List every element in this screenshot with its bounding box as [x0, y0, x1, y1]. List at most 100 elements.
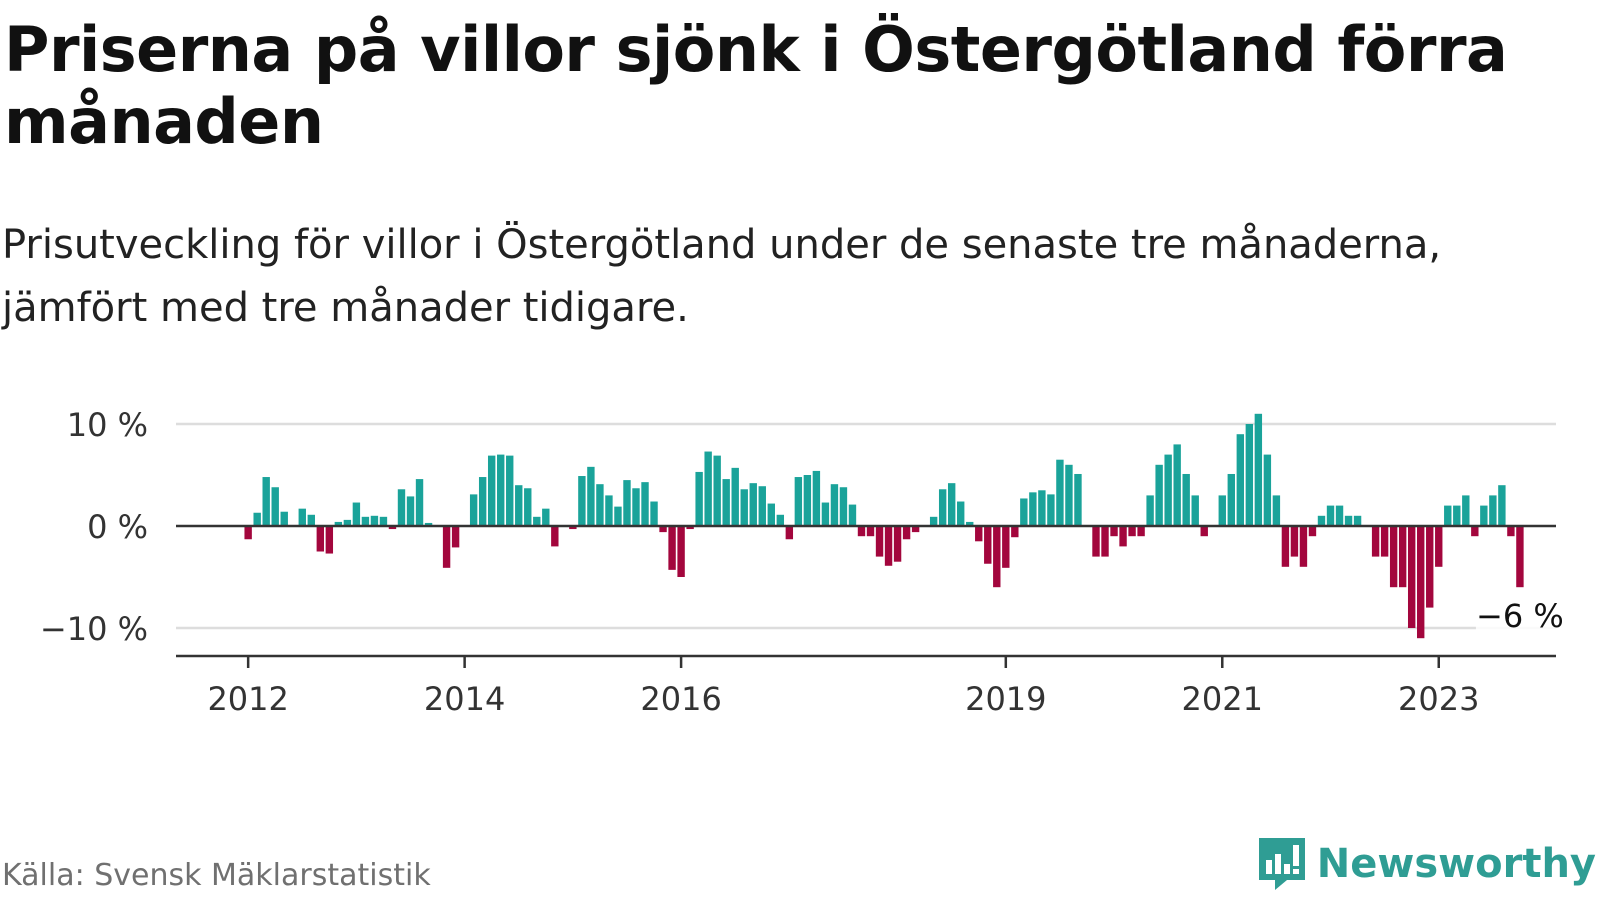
bar: [1056, 459, 1064, 526]
bar: [632, 488, 640, 526]
bar: [1137, 526, 1145, 537]
bar: [1011, 526, 1019, 538]
bar: [1380, 526, 1389, 557]
bar: [902, 526, 911, 540]
bar: [668, 526, 676, 570]
bar: [1227, 473, 1235, 526]
bar: [966, 521, 974, 526]
bar: [533, 516, 541, 526]
bar: [758, 486, 766, 526]
bar: [487, 455, 496, 526]
bar: [686, 526, 694, 530]
bar: [370, 515, 379, 526]
bar: [875, 526, 884, 557]
bar: [957, 501, 965, 526]
bar: [1173, 444, 1181, 526]
bar: [866, 526, 875, 537]
gridlines: [176, 422, 1556, 630]
bar: [1182, 473, 1190, 526]
bar: [857, 526, 866, 537]
x-tick-label: 2023: [1398, 680, 1479, 718]
bar: [830, 484, 839, 526]
bar: [947, 483, 956, 526]
y-tick-label: −10 %: [40, 610, 148, 648]
bar: [424, 522, 433, 526]
bar: [1516, 526, 1524, 588]
bar: [587, 466, 595, 526]
bar: [614, 506, 622, 526]
bar: [1155, 464, 1163, 526]
bar: [993, 526, 1001, 588]
bar: [1074, 473, 1082, 526]
bar: [361, 516, 370, 526]
bar: [722, 479, 730, 526]
bar: [605, 495, 613, 526]
bar: [1335, 505, 1344, 526]
bar: [406, 496, 415, 526]
bar: [469, 494, 478, 526]
y-tick-label: 10 %: [67, 406, 148, 444]
annotation-background: [1475, 593, 1564, 634]
bar: [262, 477, 270, 526]
bar: [506, 455, 514, 526]
bar: [578, 476, 586, 526]
newsworthy-logo-icon: [1258, 838, 1305, 890]
bar: [1453, 505, 1461, 526]
x-tick-label: 2012: [207, 680, 288, 718]
bar: [442, 526, 451, 568]
bar: [1498, 485, 1506, 526]
bar: [316, 526, 325, 552]
bar: [253, 512, 261, 526]
bar: [1272, 495, 1281, 526]
axes: [176, 524, 1556, 668]
bar: [1407, 526, 1416, 628]
bar: [839, 487, 848, 526]
bar: [803, 475, 812, 526]
brand-name: Newsworthy: [1316, 841, 1596, 887]
bar: [1128, 526, 1136, 537]
bar: [1092, 526, 1100, 557]
bar: [1110, 526, 1118, 537]
bar: [1507, 526, 1515, 537]
bar: [1263, 454, 1272, 526]
bar: [938, 489, 947, 526]
axis-labels: 10 % 0 % −10 % 2012 2014 2016 2019 2021 2023 −6 %: [40, 406, 1564, 718]
bar: [1317, 515, 1326, 526]
bar: [731, 467, 739, 526]
bar: [388, 526, 397, 530]
bar: [343, 519, 352, 526]
bar: [1480, 505, 1488, 526]
source-note: Källa: Svensk Mäklarstatistik: [2, 858, 431, 893]
bar: [1471, 526, 1479, 537]
bar: [397, 489, 406, 526]
bar: [695, 471, 703, 526]
bar: [776, 514, 785, 526]
bar: [1353, 515, 1362, 526]
bar: [1326, 505, 1335, 526]
bar: [1047, 494, 1055, 526]
bar: [677, 526, 685, 577]
annotation-label: −6 %: [1476, 597, 1564, 635]
bar: [1254, 413, 1263, 526]
x-tick-label: 2016: [640, 680, 721, 718]
bar: [451, 526, 460, 548]
bar-series: [244, 413, 1524, 639]
bar: [1101, 526, 1109, 557]
bar: [1164, 454, 1172, 526]
bar: [1218, 495, 1226, 526]
bar: [1371, 526, 1380, 557]
x-tick-label: 2021: [1182, 680, 1263, 718]
bar: [785, 526, 794, 540]
bar: [244, 526, 252, 540]
bar: [1462, 495, 1470, 526]
bar: [569, 526, 577, 530]
x-tick-label: 2014: [424, 680, 505, 718]
bar: [1038, 490, 1046, 526]
bar: [379, 516, 388, 526]
bar: [271, 487, 279, 526]
bar: [767, 503, 775, 526]
bar: [1281, 526, 1290, 567]
bar: [280, 511, 288, 526]
bar: [659, 526, 667, 533]
bar: [884, 526, 893, 566]
